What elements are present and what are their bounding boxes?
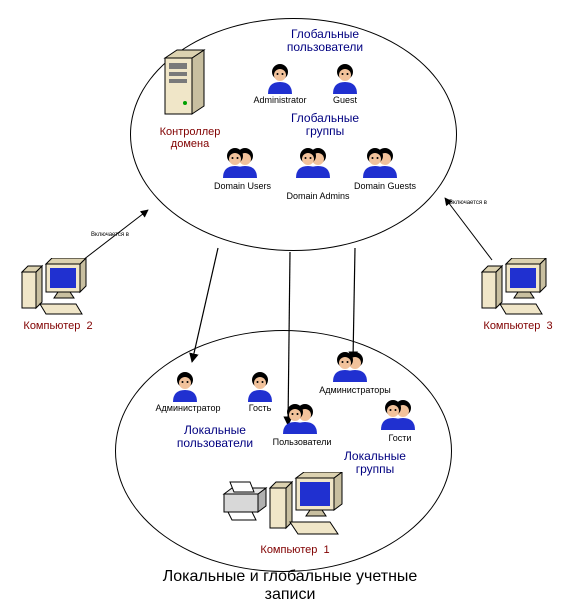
computer3-label: Компьютер 3 — [468, 320, 568, 332]
label-domain-admins: Domain Admins — [278, 192, 358, 202]
label-guest: Guest — [315, 96, 375, 106]
user-icon — [265, 62, 295, 94]
label-domain-users: Domain Users — [205, 182, 280, 192]
label-administrators: Администраторы — [310, 386, 400, 396]
label-administrator: Administrator — [245, 96, 315, 106]
printer-icon — [220, 478, 270, 522]
title-global-groups: Глобальные группы — [260, 112, 390, 138]
title-global-users: Глобальные пользователи — [260, 28, 390, 54]
group-icon — [330, 350, 370, 384]
group-icon — [378, 398, 418, 432]
user-icon — [330, 62, 360, 94]
computer2-label: Компьютер 2 — [8, 320, 108, 332]
server-icon — [162, 48, 208, 122]
diagram-stage: Контроллер домена Глобальные пользовател… — [0, 0, 569, 613]
edge-label-includes-right: Включается в — [438, 200, 498, 207]
controller-label: Контроллер домена — [150, 126, 230, 150]
group-icon — [220, 146, 260, 180]
user-icon — [245, 370, 275, 402]
group-icon — [293, 146, 333, 180]
computer-icon — [268, 472, 346, 538]
edge-label-includes-left: Включается в — [80, 232, 140, 239]
computer-icon — [480, 258, 550, 318]
label-local-guest: Гость — [235, 404, 285, 414]
group-icon — [280, 402, 320, 436]
computer-icon — [20, 258, 90, 318]
group-icon — [360, 146, 400, 180]
user-icon — [170, 370, 200, 402]
title-local-users: Локальные пользователи — [155, 424, 275, 450]
diagram-caption: Локальные и глобальные учетные записи — [110, 568, 470, 603]
label-domain-guests: Domain Guests — [345, 182, 425, 192]
label-local-administrator: Администратор — [148, 404, 228, 414]
computer1-label: Компьютер 1 — [245, 544, 345, 556]
label-guests: Гости — [375, 434, 425, 444]
